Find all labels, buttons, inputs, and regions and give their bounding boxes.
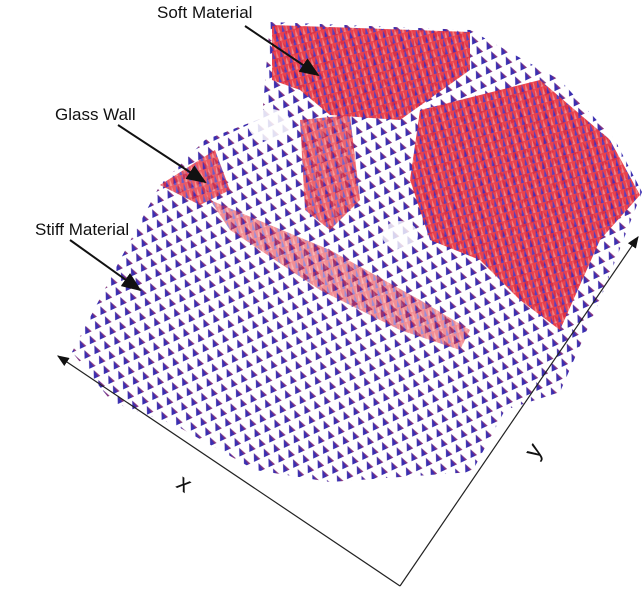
vector-field xyxy=(72,22,642,482)
label: Soft Material xyxy=(157,3,252,22)
label: Glass Wall xyxy=(55,105,136,124)
label: Stiff Material xyxy=(35,220,129,239)
vortex xyxy=(382,221,418,249)
vortex xyxy=(248,109,292,141)
x-axis-label: x xyxy=(172,469,197,498)
y-axis-label: y xyxy=(519,438,548,463)
figure: Soft Material Glass Wall Stiff Material … xyxy=(0,0,642,592)
